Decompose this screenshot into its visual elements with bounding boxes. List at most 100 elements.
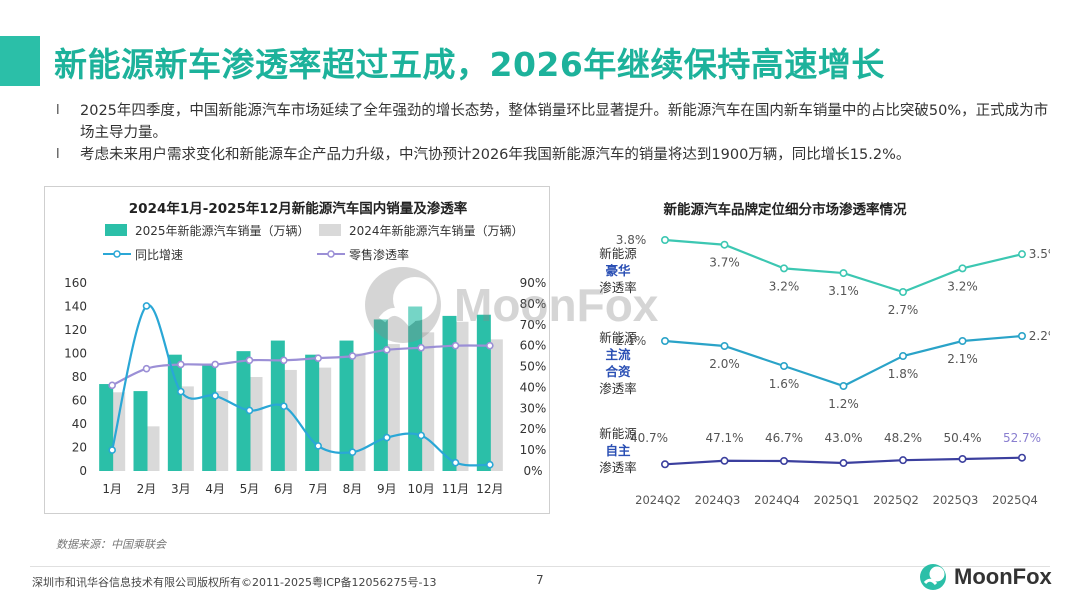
bar-2025 — [373, 319, 388, 471]
page-number: 7 — [536, 573, 544, 587]
bar-2024 — [282, 369, 297, 471]
bullet-item: l 2025年四季度，中国新能源汽车市场延续了全年强劲的增长态势，整体销量环比显… — [52, 100, 1052, 144]
domestic-series-label: 自主 — [605, 443, 631, 458]
penetration-point — [280, 356, 288, 365]
mainstream-series-label: 新能源 — [599, 330, 637, 345]
mainstream-point — [720, 342, 729, 351]
bullet-mark: l — [56, 147, 60, 162]
bar-2025 — [202, 365, 217, 471]
bar-2024 — [248, 377, 263, 471]
yoy-point — [417, 431, 425, 440]
yoy-point — [177, 387, 185, 396]
mainstream-data-label: 1.6% — [769, 377, 800, 391]
luxury-point — [1017, 250, 1026, 259]
penetration-point — [245, 356, 254, 365]
luxury-point — [780, 264, 789, 273]
y-left-tick-label: 40 — [72, 417, 87, 431]
luxury-series-label: 新能源 — [599, 246, 637, 261]
bar-2024 — [145, 426, 160, 471]
chart-title: 新能源汽车品牌定位细分市场渗透率情况 — [664, 201, 907, 218]
domestic-point — [780, 456, 789, 465]
title-accent-bar — [0, 36, 40, 86]
x-tick-label: 5月 — [240, 482, 260, 496]
bar-2024 — [351, 353, 366, 471]
copyright: 深圳市和讯华谷信息技术有限公司版权所有©2011-2025粤ICP备120562… — [32, 576, 437, 589]
moonfox-logo-icon — [920, 564, 946, 590]
bullet-item: l 考虑未来用户需求变化和新能源车企产品力升级，中汽协预计2026年我国新能源汽… — [52, 144, 1052, 166]
y-right-tick-label: 10% — [520, 443, 547, 457]
bar-2024 — [488, 339, 503, 471]
domestic-point — [958, 454, 967, 463]
luxury-data-label: 3.2% — [947, 279, 978, 293]
domestic-series-label: 渗透率 — [599, 460, 637, 475]
penetration-point — [348, 352, 357, 360]
bullet-text: 考虑未来用户需求变化和新能源车企产品力升级，中汽协预计2026年我国新能源汽车的… — [80, 147, 911, 163]
x-tick-label: 2025Q3 — [933, 493, 979, 507]
y-left-tick-label: 20 — [72, 441, 87, 455]
mainstream-point — [780, 362, 789, 371]
x-tick-label: 2024Q4 — [754, 493, 800, 507]
x-tick-label: 8月 — [343, 482, 363, 496]
x-tick-label: 11月 — [442, 482, 469, 496]
luxury-data-label: 3.7% — [709, 256, 740, 270]
penetration-point — [486, 341, 494, 350]
y-right-tick-label: 50% — [520, 360, 547, 374]
penetration-point — [177, 360, 185, 369]
legend-swatch — [319, 224, 341, 236]
bar-2025 — [305, 354, 320, 471]
yoy-point — [486, 460, 494, 469]
segment-penetration-chart: 新能源汽车品牌定位细分市场渗透率情况 3.8% 3.7% 3.2% 3.1% 2.7% 3.… — [599, 201, 1059, 507]
x-tick-label: 12月 — [476, 482, 503, 496]
y-right-tick-label: 0% — [523, 464, 542, 478]
y-right-tick-label: 70% — [520, 318, 547, 332]
luxury-data-label: 3.5% — [1029, 247, 1050, 261]
domestic-point — [898, 456, 907, 465]
legend-label: 零售渗透率 — [349, 247, 409, 262]
x-tick-label: 2月 — [137, 482, 157, 496]
sales-chart-panel: 2024年1月-2025年12月新能源汽车国内销量及渗透率 2025年新能源汽车销… — [44, 186, 550, 514]
domestic-point — [720, 456, 729, 465]
mainstream-point — [839, 382, 848, 391]
mainstream-series-label: 合资 — [605, 364, 631, 379]
legend-label: 2024年新能源汽车销量（万辆） — [349, 223, 524, 238]
mainstream-data-label: 1.8% — [888, 367, 919, 381]
domestic-point — [839, 459, 848, 468]
x-tick-label: 2024Q3 — [695, 493, 741, 507]
y-right-tick-label: 40% — [520, 380, 547, 394]
x-tick-label: 2025Q1 — [814, 493, 860, 507]
bar-2025 — [236, 351, 251, 471]
domestic-data-label: 47.1% — [705, 431, 743, 445]
luxury-data-label: 3.1% — [828, 284, 859, 298]
y-left-tick-label: 60 — [72, 394, 87, 408]
y-right-tick-label: 60% — [520, 339, 547, 353]
domestic-point — [661, 460, 670, 469]
luxury-point — [720, 240, 729, 249]
domestic-point — [1017, 453, 1026, 462]
penetration-point — [211, 360, 219, 369]
luxury-series-label: 豪华 — [605, 263, 631, 278]
legend-swatch-marker — [113, 250, 121, 258]
x-tick-label: 6月 — [274, 482, 294, 496]
legend-swatch-marker — [327, 250, 335, 258]
y-right-tick-label: 90% — [520, 276, 547, 290]
x-tick-label: 10月 — [408, 482, 435, 496]
y-left-tick-label: 160 — [64, 276, 87, 290]
bar-2025 — [442, 315, 457, 471]
yoy-point — [383, 433, 391, 442]
mainstream-series-label: 主流 — [605, 347, 631, 362]
luxury-point — [839, 269, 848, 278]
logo-text: MoonFox — [954, 564, 1052, 589]
bar-2025 — [408, 306, 423, 471]
luxury-data-label: 3.2% — [769, 279, 800, 293]
chart-title: 2024年1月-2025年12月新能源汽车国内销量及渗透率 — [129, 200, 468, 217]
bar-2025 — [99, 384, 114, 471]
yoy-point — [451, 458, 460, 467]
bar-2025 — [339, 340, 354, 471]
x-tick-label: 9月 — [377, 482, 397, 496]
penetration-point — [451, 341, 460, 350]
data-source: 数据来源：中国乘联会 — [56, 538, 166, 551]
x-tick-label: 2024Q2 — [635, 493, 681, 507]
bar-2024 — [179, 386, 194, 471]
penetration-point — [417, 343, 425, 352]
yoy-point — [142, 302, 151, 310]
